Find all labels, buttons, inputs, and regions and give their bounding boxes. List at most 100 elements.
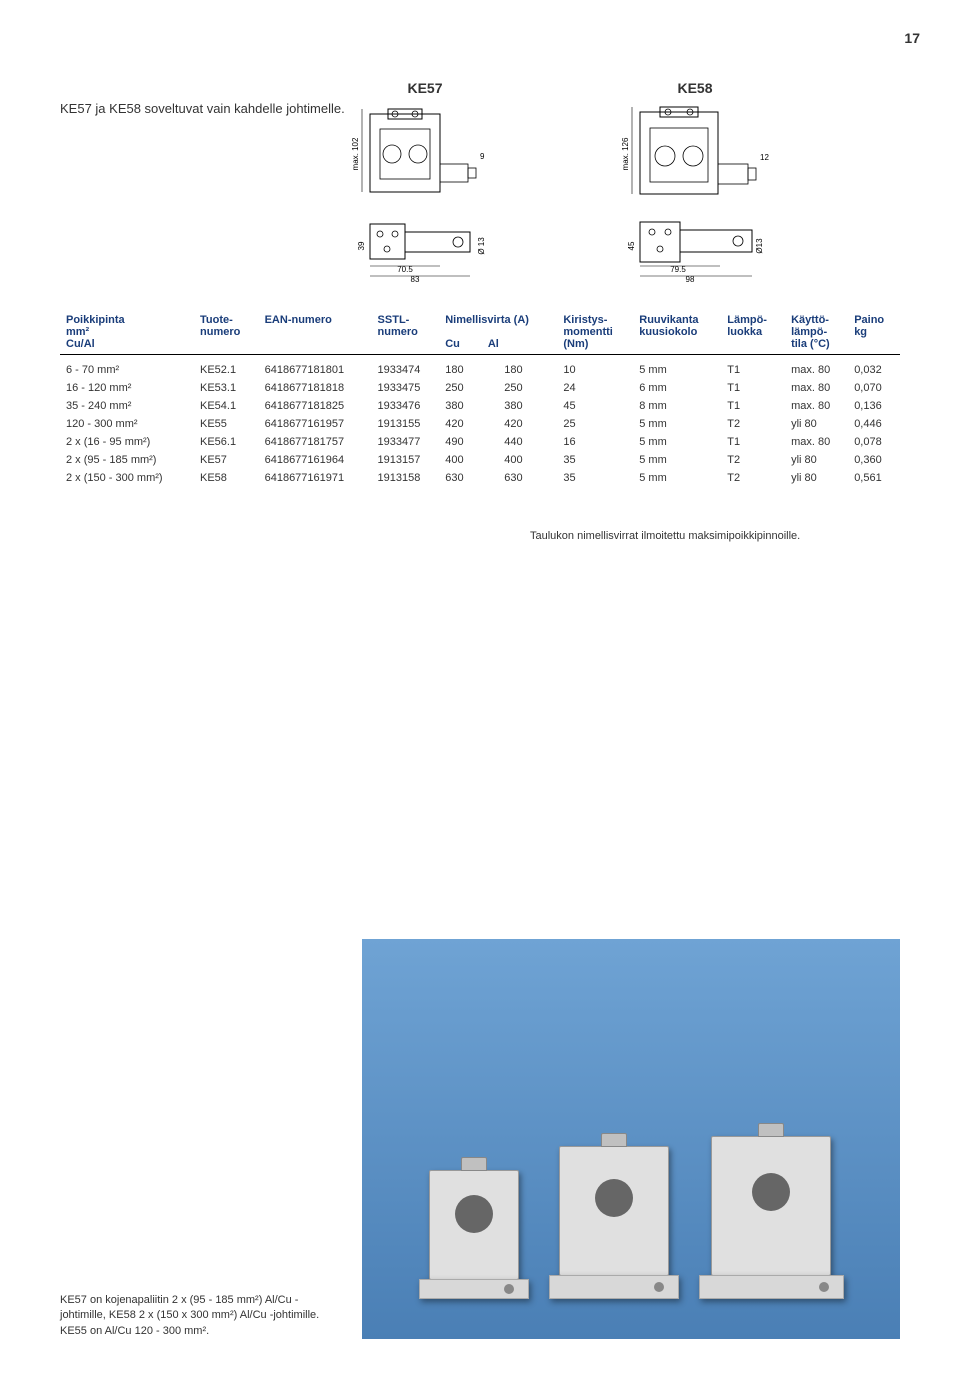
table-cell: 250: [498, 379, 557, 397]
table-cell: 24: [557, 379, 633, 397]
drawing-ke58: KE58 max. 126 12 45 79.5 98 Ø13: [610, 80, 780, 284]
intro-text: KE57 ja KE58 soveltuvat vain kahdelle jo…: [60, 100, 345, 118]
table-cell: 400: [498, 451, 557, 469]
table-cell: 120 - 300 mm²: [60, 415, 194, 433]
table-row: 35 - 240 mm²KE54.16418677181825193347638…: [60, 397, 900, 415]
table-cell: 400: [439, 451, 498, 469]
table-cell: T2: [721, 451, 785, 469]
drawing-title-ke58: KE58: [677, 80, 712, 96]
table-cell: 420: [439, 415, 498, 433]
dim-w2-ke57: 83: [411, 275, 420, 284]
table-cell: 6418677161971: [259, 469, 372, 487]
table-cell: 6418677181818: [259, 379, 372, 397]
table-cell: 1913155: [372, 415, 440, 433]
table-cell: 45: [557, 397, 633, 415]
bottom-note: KE57 on kojenapaliitin 2 x (95 - 185 mm²…: [60, 1293, 340, 1339]
table-cell: 16: [557, 433, 633, 451]
dim-w1-ke57: 70.5: [397, 265, 413, 274]
table-cell: 2 x (95 - 185 mm²): [60, 451, 194, 469]
h-sstl: SSTL- numero: [372, 310, 440, 355]
table-cell: 0,032: [848, 361, 900, 379]
table-cell: 380: [498, 397, 557, 415]
table-cell: 25: [557, 415, 633, 433]
dim-side-ke58: 12: [760, 153, 769, 162]
table-cell: 5 mm: [633, 361, 721, 379]
table-cell: KE53.1: [194, 379, 259, 397]
spec-table: Poikkipinta mm² Cu/Al Tuote- numero EAN-…: [60, 310, 900, 487]
table-cell: 0,561: [848, 469, 900, 487]
drawing-svg-ke57: max. 102 9 39 70.5 83 Ø 13: [340, 104, 510, 284]
table-cell: KE55: [194, 415, 259, 433]
table-row: 16 - 120 mm²KE53.16418677181818193347525…: [60, 379, 900, 397]
table-row: 6 - 70 mm²KE52.1641867718180119334741801…: [60, 361, 900, 379]
table-cell: 490: [439, 433, 498, 451]
table-cell: 5 mm: [633, 451, 721, 469]
table-cell: 180: [498, 361, 557, 379]
h-hex: Ruuvikanta kuusiokolo: [633, 310, 721, 355]
table-cell: 440: [498, 433, 557, 451]
table-cell: 35: [557, 469, 633, 487]
table-cell: 0,446: [848, 415, 900, 433]
dim-hole-ke57: Ø 13: [477, 237, 486, 255]
table-row: 2 x (95 - 185 mm²)KE57641867716196419131…: [60, 451, 900, 469]
table-footnote: Taulukon nimellisvirrat ilmoitettu maksi…: [530, 530, 800, 542]
dim-hole-ke58: Ø13: [755, 238, 764, 254]
table-cell: 35 - 240 mm²: [60, 397, 194, 415]
table-cell: 2 x (16 - 95 mm²): [60, 433, 194, 451]
table-cell: T1: [721, 433, 785, 451]
table-cell: max. 80: [785, 433, 848, 451]
table-cell: 630: [439, 469, 498, 487]
table-cell: max. 80: [785, 361, 848, 379]
table-cell: 0,070: [848, 379, 900, 397]
h-temp-range: Käyttö- lämpö- tila (°C): [785, 310, 848, 355]
table-cell: 0,360: [848, 451, 900, 469]
table-cell: 2 x (150 - 300 mm²): [60, 469, 194, 487]
table-cell: 180: [439, 361, 498, 379]
table-cell: KE56.1: [194, 433, 259, 451]
table-cell: 6 mm: [633, 379, 721, 397]
table-cell: yli 80: [785, 415, 848, 433]
table-cell: 5 mm: [633, 433, 721, 451]
table-cell: 380: [439, 397, 498, 415]
table-cell: T2: [721, 469, 785, 487]
h-cross-section: Poikkipinta mm² Cu/Al: [60, 310, 194, 355]
table-row: 120 - 300 mm²KE5564186771619571913155420…: [60, 415, 900, 433]
table-row: 2 x (150 - 300 mm²)KE5864186771619711913…: [60, 469, 900, 487]
table-cell: 1913157: [372, 451, 440, 469]
table-cell: T2: [721, 415, 785, 433]
table-cell: KE58: [194, 469, 259, 487]
table-cell: 10: [557, 361, 633, 379]
table-cell: 6418677181825: [259, 397, 372, 415]
table-cell: yli 80: [785, 469, 848, 487]
dim-side-ke57: 9: [480, 152, 485, 161]
table-body: 6 - 70 mm²KE52.1641867718180119334741801…: [60, 361, 900, 487]
table-cell: 630: [498, 469, 557, 487]
table-cell: 6418677181757: [259, 433, 372, 451]
table-cell: 6418677161964: [259, 451, 372, 469]
technical-drawings: KE57 max. 102 9 39 70.5 83: [340, 80, 780, 284]
table-cell: max. 80: [785, 379, 848, 397]
h-temp-class: Lämpö- luokka: [721, 310, 785, 355]
page-number: 17: [904, 30, 920, 46]
table-cell: 0,136: [848, 397, 900, 415]
table-cell: 6418677181801: [259, 361, 372, 379]
product-photo: [362, 939, 900, 1339]
dim-depth-ke58: 45: [627, 241, 636, 250]
h-current: Nimellisvirta (A) Cu Al: [439, 310, 557, 355]
dim-w2-ke58: 98: [686, 275, 695, 284]
dim-height-ke58: max. 126: [621, 137, 630, 170]
table-cell: KE57: [194, 451, 259, 469]
drawing-title-ke57: KE57: [407, 80, 442, 96]
h-ean: EAN-numero: [259, 310, 372, 355]
connector-small: [419, 1170, 529, 1299]
table-row: 2 x (16 - 95 mm²)KE56.164186771817571933…: [60, 433, 900, 451]
table-cell: 1933477: [372, 433, 440, 451]
dim-height-ke57: max. 102: [351, 137, 360, 170]
dim-depth-ke57: 39: [357, 241, 366, 250]
h-weight: Paino kg: [848, 310, 900, 355]
table-cell: T1: [721, 379, 785, 397]
table-cell: max. 80: [785, 397, 848, 415]
table-cell: 16 - 120 mm²: [60, 379, 194, 397]
drawing-svg-ke58: max. 126 12 45 79.5 98 Ø13: [610, 104, 780, 284]
table-cell: 250: [439, 379, 498, 397]
